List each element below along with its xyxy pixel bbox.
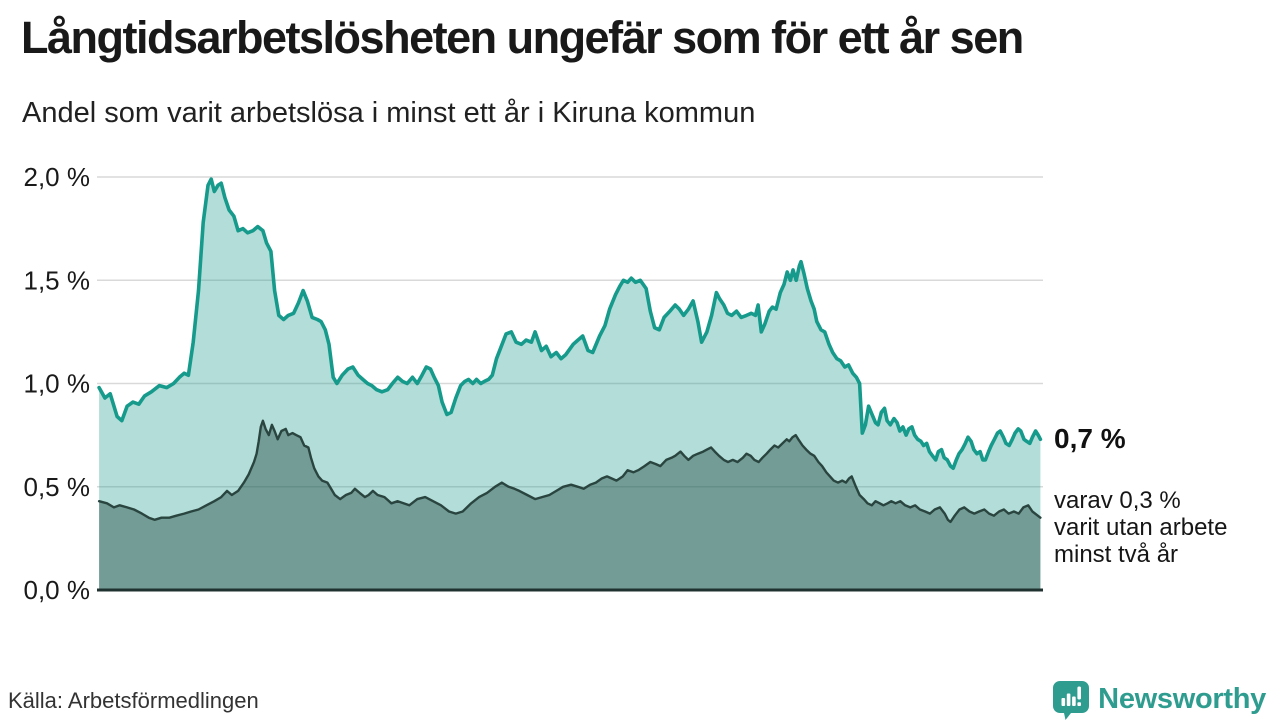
y-axis-label: 1,0 % [24,369,91,399]
area-unemployed-2yr [99,420,1041,590]
y-axis-label: 0,0 % [24,575,91,605]
end-label-total: 0,7 % [1054,423,1126,454]
y-axis-label: 2,0 % [24,162,91,192]
line-unemployed-2yr [97,419,1042,524]
newsworthy-logo-icon [1053,681,1090,720]
area-chart: 0,0 %0,5 %1,0 %1,5 %2,0 %201020152020dec… [24,162,1043,605]
y-axis-label: 0,5 % [24,472,91,502]
line-unemployed-1yr [97,177,1043,471]
y-axis-label: 1,5 % [24,265,91,295]
page-title: Långtidsarbetslösheten ungefär som för e… [21,12,1024,63]
chart-subtitle: Andel som varit arbetslösa i minst ett å… [22,97,756,129]
source-note: Källa: Arbetsförmedlingen [8,688,259,713]
end-label-subset: varav 0,3 % varit utan arbete minst två … [1054,487,1228,568]
newsworthy-wordmark: Newsworthy [1098,682,1266,715]
newsworthy-logo: Newsworthy [1051,678,1266,720]
